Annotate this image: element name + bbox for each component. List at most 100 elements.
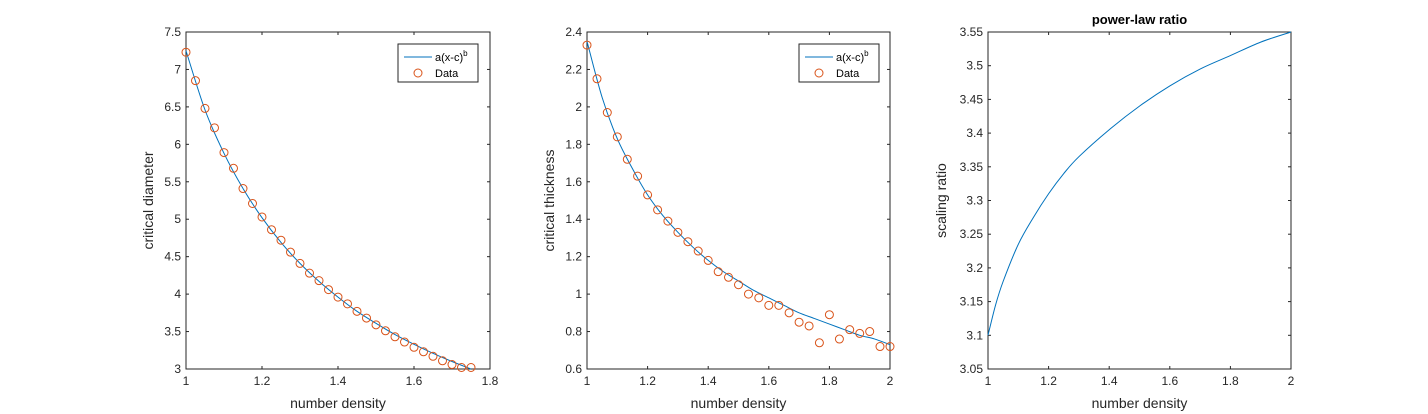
data-point	[592, 74, 602, 84]
y-tick-label: 2.4	[565, 25, 582, 39]
y-tick-label: 3.45	[960, 92, 984, 106]
plot-scaling-ratio: 1 1.2 1.4 1.6 1.8 2 3.05 3.1 3.15 3.2 3.25 3.3 3.35 3…	[933, 12, 1295, 411]
legend-marker-swatch	[814, 68, 824, 78]
data-point	[390, 332, 400, 342]
data-point	[267, 225, 276, 235]
data-point	[276, 235, 286, 245]
data-point	[191, 76, 200, 86]
x-tick-label: 2	[1288, 374, 1295, 388]
data-point	[743, 289, 753, 299]
y-tick-label: 3.3	[966, 194, 983, 208]
data-point	[181, 47, 191, 57]
y-tick-label: 3.5	[966, 59, 983, 73]
x-tick-label: 1	[985, 374, 992, 388]
data-point	[774, 300, 784, 310]
fit-curve-line	[987, 31, 1292, 336]
data-point	[885, 342, 895, 352]
x-tick-label: 1.2	[639, 374, 656, 388]
y-tick-label: 3.1	[966, 328, 983, 342]
y-tick-label: 1.6	[565, 175, 582, 189]
legend-box	[798, 43, 880, 83]
y-tick-label: 3.15	[960, 295, 984, 309]
y-tick-label: 5.5	[164, 175, 181, 189]
legend-fit-superscript: b	[864, 49, 869, 58]
y-tick-label: 1.8	[565, 137, 582, 151]
data-point	[238, 184, 248, 194]
y-axis-label: critical thickness	[541, 150, 557, 252]
x-tick-label: 1.4	[1101, 374, 1118, 388]
y-tick-label: 3.25	[960, 227, 984, 241]
data-point	[693, 246, 703, 256]
data-point	[764, 300, 774, 310]
legend-label-data: Data	[435, 68, 459, 80]
axes-box	[586, 31, 891, 370]
y-tick-label: 0.6	[565, 362, 582, 376]
legend-fit-text: a(x-c)	[836, 52, 864, 64]
data-point	[804, 321, 814, 331]
x-axis-label: number density	[691, 395, 787, 411]
data-point	[865, 327, 875, 337]
data-point	[713, 267, 723, 277]
data-point	[438, 356, 447, 366]
data-point	[602, 108, 612, 118]
x-tick-label: 1.6	[1161, 374, 1178, 388]
legend-label-fit: a(x-c)b	[836, 49, 869, 64]
y-tick-label: 0.8	[565, 325, 582, 339]
data-point	[200, 103, 210, 113]
data-point	[875, 342, 885, 352]
data-point	[814, 338, 824, 348]
data-point	[305, 268, 314, 278]
data-point	[643, 190, 653, 200]
y-tick-label: 6.5	[164, 100, 181, 114]
legend: a(x-c)b Data	[397, 43, 479, 83]
y-tick-label: 1.4	[565, 212, 582, 226]
axes-box	[185, 31, 491, 370]
data-point	[314, 276, 324, 286]
data-point	[219, 148, 229, 158]
x-tick-label: 1.6	[406, 374, 423, 388]
data-point	[409, 342, 419, 352]
x-tick-label: 1.8	[482, 374, 499, 388]
x-tick-label: 1	[183, 374, 190, 388]
y-tick-label: 7.5	[164, 25, 181, 39]
data-point	[362, 313, 371, 323]
data-point	[286, 247, 295, 257]
legend-box	[397, 43, 479, 83]
plot-critical-diameter: 1 1.2 1.4 1.6 1.8 3 3.5 4 4.5 5 5.5 6 6.5 7 7.5 number …	[140, 25, 499, 411]
data-point	[428, 351, 438, 361]
x-tick-label: 1.4	[330, 374, 347, 388]
data-point	[653, 205, 663, 215]
axes-box	[987, 31, 1292, 370]
data-point	[734, 280, 743, 290]
y-tick-label: 2	[575, 100, 582, 114]
y-tick-label: 4	[174, 287, 181, 301]
data-point	[324, 285, 333, 295]
x-axis-label: number density	[1092, 395, 1188, 411]
legend-label-data: Data	[836, 68, 860, 80]
data-point	[724, 272, 734, 282]
y-tick-label: 3.5	[164, 325, 181, 339]
x-axis-label: number density	[290, 395, 386, 411]
y-tick-label: 3.2	[966, 261, 983, 275]
data-point	[834, 334, 844, 344]
data-point	[381, 326, 390, 336]
data-point	[784, 308, 794, 318]
x-tick-label: 1.2	[254, 374, 271, 388]
data-point	[333, 292, 343, 302]
data-point	[257, 212, 267, 222]
y-axis-label: critical diameter	[140, 151, 156, 249]
data-point	[703, 255, 713, 265]
data-point	[248, 198, 257, 208]
y-tick-label: 5	[174, 212, 181, 226]
data-point	[343, 299, 352, 309]
data-point	[663, 216, 673, 226]
data-point	[683, 237, 693, 247]
x-tick-label: 1.2	[1040, 374, 1057, 388]
chart-title: power-law ratio	[1092, 12, 1187, 27]
y-tick-label: 6	[174, 137, 181, 151]
x-tick-label: 2	[887, 374, 894, 388]
y-tick-label: 4.5	[164, 250, 181, 264]
data-point	[582, 40, 592, 50]
legend-fit-text: a(x-c)	[435, 52, 463, 64]
